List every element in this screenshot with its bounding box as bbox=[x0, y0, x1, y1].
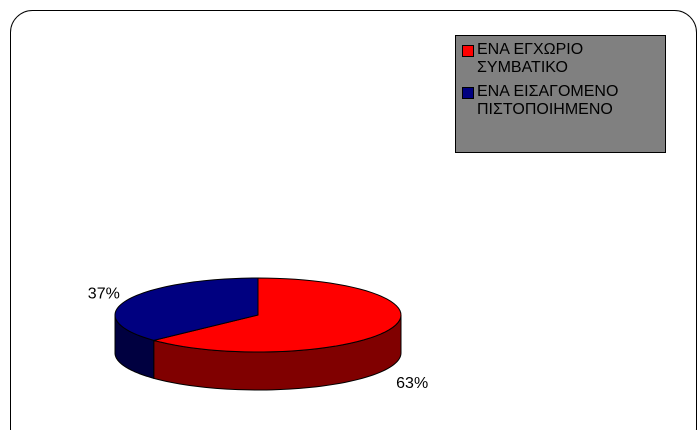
legend-item: ΕΝΑ ΕΓΧΩΡΙΟ ΣΥΜΒΑΤΙΚΟ bbox=[460, 41, 661, 77]
legend-label: ΕΝΑ ΕΓΧΩΡΙΟ ΣΥΜΒΑΤΙΚΟ bbox=[477, 41, 584, 76]
legend-item: ΕΝΑ ΕΙΣΑΓΟΜΕΝΟ ΠΙΣΤΟΠΟΙΗΜΕΝΟ bbox=[460, 83, 661, 119]
legend-swatch bbox=[462, 87, 474, 99]
legend-swatch bbox=[462, 45, 474, 57]
legend: ΕΝΑ ΕΓΧΩΡΙΟ ΣΥΜΒΑΤΙΚΟ ΕΝΑ ΕΙΣΑΓΟΜΕΝΟ ΠΙΣΤ… bbox=[455, 35, 666, 153]
legend-label: ΕΝΑ ΕΙΣΑΓΟΜΕΝΟ ΠΙΣΤΟΠΟΙΗΜΕΝΟ bbox=[477, 83, 619, 118]
slice bbox=[153, 277, 402, 353]
slice bbox=[114, 277, 259, 341]
data-label: 37% bbox=[88, 286, 120, 303]
data-label: 63% bbox=[396, 375, 428, 392]
